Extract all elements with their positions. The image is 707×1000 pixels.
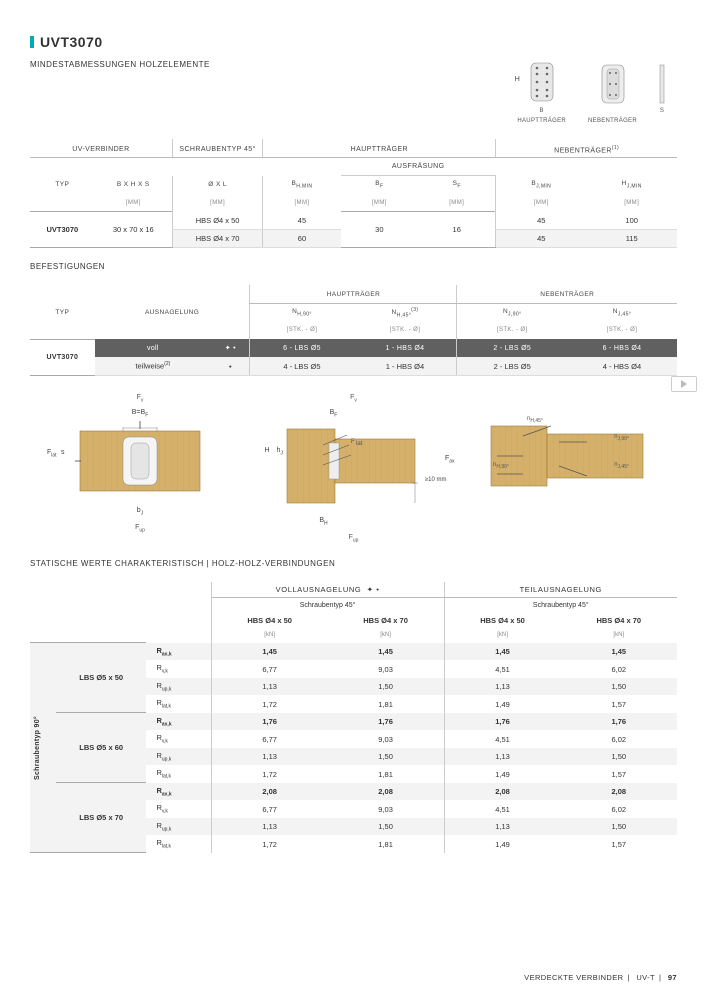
label-B: B — [540, 108, 544, 114]
metric-label: Rlat,k — [146, 835, 211, 853]
svg-text:F: F — [351, 439, 355, 445]
connector-side-icon — [659, 64, 665, 104]
label-H: H — [515, 76, 520, 83]
section-2-heading: BEFESTIGUNGEN — [30, 262, 677, 271]
table-row: UVT3070 30 x 70 x 16 HBS Ø4 x 50 45 30 1… — [30, 212, 677, 230]
metric-label: Rax,k — [146, 643, 211, 661]
metric-label: Rlat,k — [146, 765, 211, 783]
metric-label: Rup,k — [146, 748, 211, 766]
page-footer: VERDECKTE VERBINDER| UV-T| 97 — [524, 973, 677, 982]
drawing-1: Fv B=BF Flat s — [40, 394, 240, 544]
svg-text:lat: lat — [356, 441, 363, 447]
table-row: Schraubentyp 90°LBS Ø5 x 50Rax,k1,451,45… — [30, 643, 677, 661]
table-row: LBS Ø5 x 60Rax,k1,761,761,761,76 — [30, 713, 677, 731]
connector-icons: H B HAUPTTRÄGER . NEBENTRÄGER s — [517, 62, 665, 124]
col-bf: BF — [341, 176, 419, 194]
col-ol: Ø x L — [172, 176, 263, 194]
group-label: LBS Ø5 x 50 — [56, 643, 147, 713]
icon-side: s . — [659, 64, 665, 124]
drawing-3-svg — [487, 420, 647, 492]
col-bhs: B x H x s — [95, 176, 173, 194]
metric-label: Rlat,k — [146, 695, 211, 713]
icon-nebentraeger: . NEBENTRÄGER — [588, 64, 637, 124]
col-sf: SF — [418, 176, 496, 194]
section-3-heading: STATISCHE WERTE CHARAKTERISTISCH | HOLZ-… — [30, 559, 677, 568]
hdr-voll: VOLLAUSNAGELUNG — [276, 585, 362, 594]
hdr-hauptraeger: HAUPTTRÄGER — [263, 139, 496, 158]
drawing-2: Fv BF H hJ Fax ≥10 mm Flat BH Fup — [254, 394, 454, 544]
group-label: LBS Ø5 x 60 — [56, 713, 147, 783]
drawing-2-svg: Flat — [279, 421, 429, 511]
icon-hauptraeger: H B HAUPTTRÄGER — [517, 62, 566, 124]
col-typ: typ — [30, 303, 95, 321]
drawing-3: nH,45° nJ,90° nH,90° nJ,45° — [467, 394, 667, 544]
table-min-dimensions: UV-VERBINDER SCHRAUBENTYP 45° HAUPTTRÄGE… — [30, 139, 677, 248]
hdr-nebentraeger: NEBENTRÄGER(1) — [496, 139, 677, 158]
technical-drawings: Fv B=BF Flat s — [30, 394, 677, 544]
hdr-schraubentyp: SCHRAUBENTYP 45° — [172, 139, 263, 158]
hdr-ht: HAUPTTRÄGER — [250, 285, 457, 303]
caption-hauptraeger: HAUPTTRÄGER — [517, 118, 566, 124]
table-statische-werte: VOLLAUSNAGELUNG ✦ • TEILAUSNAGELUNG Schr… — [30, 582, 677, 853]
metric-label: Rax,k — [146, 783, 211, 801]
col-typ: typ — [30, 176, 95, 194]
group-label: LBS Ø5 x 70 — [56, 783, 147, 853]
table-row: LBS Ø5 x 70Rax,k2,082,082,082,08 — [30, 783, 677, 801]
table-befestigungen: HAUPTTRÄGER NEBENTRÄGER typ Ausnagelung … — [30, 285, 677, 376]
drawing-1-svg — [75, 421, 205, 501]
caption-nebentraeger: NEBENTRÄGER — [588, 118, 637, 124]
table-row: UVT3070 voll ✦ • 6 - LBS Ø5 1 - HBS Ø4 2… — [30, 339, 677, 357]
side-label-schraubentyp90: Schraubentyp 90° — [34, 716, 41, 780]
hdr-uv-verbinder: UV-VERBINDER — [30, 139, 172, 158]
metric-label: Rv,k — [146, 800, 211, 818]
video-icon[interactable] — [671, 376, 697, 392]
label-s: s — [660, 108, 664, 114]
page-title-row: UVT3070 — [30, 34, 677, 50]
metric-label: Rax,k — [146, 713, 211, 731]
hdr-ausfraesung: Ausfräsung — [341, 158, 496, 176]
connector-back-icon — [600, 64, 626, 104]
metric-label: Rup,k — [146, 818, 211, 836]
col-bjmin: bJ,min — [496, 176, 587, 194]
metric-label: Rv,k — [146, 730, 211, 748]
hdr-teil: TEILAUSNAGELUNG — [444, 582, 677, 598]
metric-label: Rup,k — [146, 678, 211, 696]
col-bhmin: BH,min — [263, 176, 341, 194]
connector-front-icon — [529, 62, 555, 102]
col-ausnagelung: Ausnagelung — [95, 303, 250, 321]
title-accent-bar — [30, 36, 34, 48]
hdr-nt: NEBENTRÄGER — [457, 285, 677, 303]
col-hjmin: hJ,min — [586, 176, 677, 194]
table-row: teilweise(2) • 4 - LBS Ø5 1 - HBS Ø4 2 -… — [30, 357, 677, 375]
metric-label: Rv,k — [146, 660, 211, 678]
page-title: UVT3070 — [40, 34, 103, 50]
